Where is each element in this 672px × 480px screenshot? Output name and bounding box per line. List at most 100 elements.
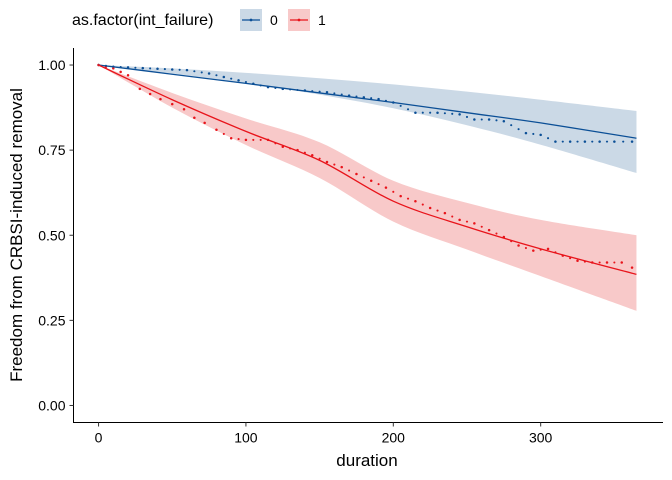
legend-label-1: 1 <box>318 12 326 28</box>
survival-point-1 <box>138 87 142 91</box>
survival-point-0 <box>532 132 535 136</box>
survival-point-0 <box>237 79 240 82</box>
survival-point-1 <box>605 261 609 264</box>
survival-point-0 <box>325 91 329 94</box>
survival-point-0 <box>399 104 402 107</box>
survival-point-0 <box>451 112 454 115</box>
survival-point-1 <box>613 261 616 264</box>
survival-point-1 <box>428 206 432 210</box>
survival-point-1 <box>369 179 373 183</box>
survival-point-0 <box>517 128 520 131</box>
survival-point-0 <box>170 68 174 71</box>
survival-point-1 <box>630 266 634 269</box>
survival-point-0 <box>630 140 634 143</box>
x-tick-label: 300 <box>529 430 553 446</box>
survival-point-0 <box>149 67 152 70</box>
survival-point-1 <box>311 153 314 157</box>
survival-point-1 <box>517 244 520 247</box>
survival-point-1 <box>406 197 410 200</box>
survival-point-1 <box>451 215 454 218</box>
survival-point-1 <box>487 228 491 232</box>
survival-point-0 <box>230 77 233 80</box>
survival-point-0 <box>436 111 439 114</box>
confidence-band-0 <box>98 65 637 173</box>
survival-point-0 <box>421 111 424 114</box>
survival-point-0 <box>207 72 211 75</box>
survival-point-1 <box>159 97 162 101</box>
survival-point-0 <box>200 71 203 74</box>
survival-point-0 <box>443 112 446 115</box>
survival-point-0 <box>510 124 513 127</box>
survival-point-1 <box>193 116 196 120</box>
survival-point-0 <box>591 140 594 143</box>
survival-point-0 <box>598 140 601 143</box>
survival-point-1 <box>348 169 351 172</box>
fitted-curves <box>98 64 637 276</box>
survival-point-1 <box>414 199 417 203</box>
survival-point-1 <box>259 138 262 141</box>
x-axis-ticks: 0 100 200 300 <box>95 422 553 446</box>
survival-point-0 <box>568 140 572 143</box>
survival-point-0 <box>547 137 550 140</box>
survival-point-1 <box>436 209 439 212</box>
survival-point-0 <box>554 140 557 143</box>
survival-point-1 <box>421 203 424 206</box>
survival-point-0 <box>605 140 609 143</box>
survival-point-0 <box>613 140 616 143</box>
survival-point-0 <box>134 66 137 69</box>
survival-point-0 <box>414 111 417 114</box>
y-tick-label: 1.00 <box>38 57 65 73</box>
survival-point-1 <box>465 220 469 223</box>
x-tick-label: 200 <box>382 430 406 446</box>
survival-point-0 <box>539 133 542 137</box>
survival-point-1 <box>215 128 218 131</box>
y-axis-ticks: 0.00 0.25 0.50 0.75 1.00 <box>38 57 74 413</box>
survival-point-1 <box>112 67 115 70</box>
y-tick-label: 0.25 <box>38 312 65 328</box>
survival-point-1 <box>244 138 248 142</box>
fitted-curve-1 <box>98 64 637 276</box>
survival-point-0 <box>480 118 483 121</box>
legend-key-point-0 <box>249 18 253 22</box>
survival-point-0 <box>583 140 587 143</box>
y-tick-label: 0.50 <box>38 227 65 243</box>
x-tick-label: 0 <box>95 430 103 446</box>
survival-point-1 <box>340 165 343 169</box>
survival-point-1 <box>384 186 388 189</box>
survival-point-0 <box>622 140 625 143</box>
survival-point-0 <box>141 66 145 70</box>
survival-point-0 <box>495 119 498 122</box>
survival-point-0 <box>524 131 528 135</box>
survival-point-1 <box>252 138 255 141</box>
y-tick-label: 0.00 <box>38 397 65 413</box>
y-tick-label: 0.75 <box>38 142 65 158</box>
legend-title: as.factor(int_failure) <box>72 12 213 29</box>
survival-point-1 <box>203 121 206 125</box>
survival-point-0 <box>406 108 410 111</box>
survival-point-0 <box>185 68 189 72</box>
x-tick-label: 100 <box>234 430 258 446</box>
step-survival-points <box>97 63 634 269</box>
survival-point-1 <box>399 194 402 198</box>
survival-point-1 <box>377 183 380 186</box>
survival-point-1 <box>546 247 550 251</box>
survival-point-1 <box>333 163 336 166</box>
survival-point-1 <box>325 160 329 164</box>
fitted-curve-0 <box>98 64 637 139</box>
legend-key-point-1 <box>297 18 301 22</box>
survival-point-1 <box>473 222 476 225</box>
survival-point-1 <box>458 218 461 222</box>
survival-point-0 <box>193 70 196 73</box>
survival-point-0 <box>561 140 564 143</box>
legend-label-0: 0 <box>270 12 278 28</box>
survival-point-1 <box>229 136 233 140</box>
survival-point-0 <box>502 119 506 123</box>
survival-point-1 <box>237 138 240 141</box>
survival-point-1 <box>182 108 186 111</box>
survival-point-0 <box>333 92 336 95</box>
survival-point-1 <box>126 73 130 77</box>
survival-point-0 <box>222 75 226 79</box>
survival-point-1 <box>443 211 447 215</box>
survival-point-0 <box>473 118 476 121</box>
